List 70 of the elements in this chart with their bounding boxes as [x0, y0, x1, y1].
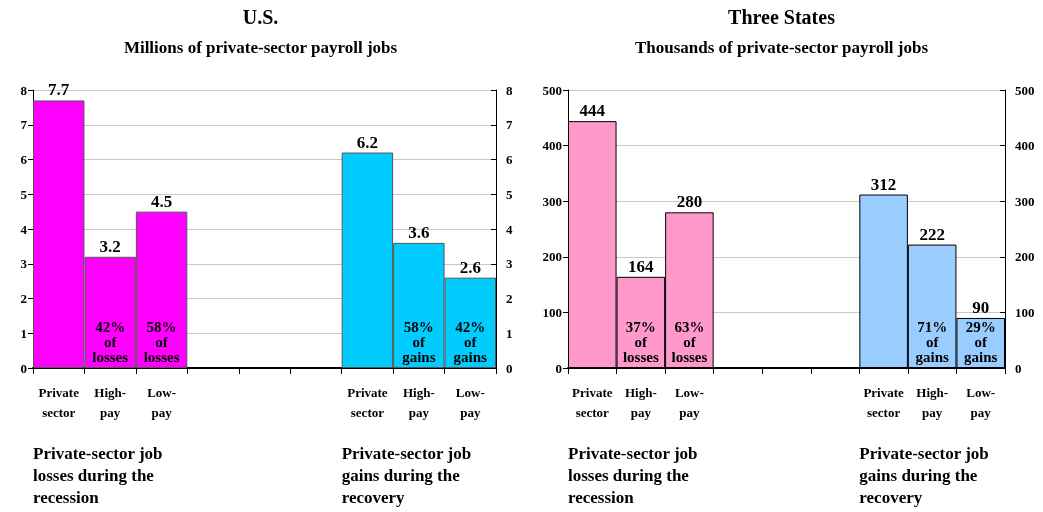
x-tick-label: Low-pay [147, 384, 177, 420]
y-tick-label: 4 [20, 221, 28, 237]
y2-tick-label: 100 [1015, 304, 1035, 320]
annotation: 42% of losses [92, 318, 129, 365]
data-label: 444 [579, 101, 606, 121]
text: Private-sector job gains during the recovery [341, 443, 476, 507]
y2-tick-label: 1 [506, 325, 513, 341]
data-label: 280 [676, 192, 703, 212]
x-tick-label: High-pay [402, 384, 435, 420]
x-tick-label: Private sector [38, 384, 80, 420]
x-tick-label: Low-pay [455, 384, 485, 420]
x-tick-label: High-pay [916, 384, 949, 420]
annotation: 42% of gains [453, 318, 488, 365]
y2-tick-label: 5 [506, 186, 513, 202]
chart-subtitle: Millions of private-sector payroll jobs [123, 38, 398, 57]
y2-tick-label: 0 [1015, 360, 1022, 376]
y-tick-label: 0 [20, 360, 27, 376]
x-tick-label: Low-pay [674, 384, 704, 420]
y2-tick-label: 2 [506, 291, 513, 306]
data-label: 312 [870, 174, 897, 194]
chart-title: Three States [728, 6, 836, 28]
y2-tick-label: 0 [506, 360, 513, 376]
y2-tick-label: 4 [506, 221, 513, 237]
data-label: 3.2 [99, 236, 121, 256]
x-tick-label: Private sector [572, 384, 613, 420]
data-label: 3.6 [408, 222, 430, 242]
data-label: 164 [628, 256, 655, 276]
data-label: 2.6 [459, 257, 481, 277]
annotation: 58% of losses [143, 318, 180, 365]
y-tick-label: 100 [542, 304, 562, 320]
y-tick-label: 3 [20, 256, 28, 272]
y-tick-label: 500 [542, 82, 562, 98]
x-tick-label: Low-pay [966, 384, 996, 420]
annotation: 58% of gains [402, 318, 436, 365]
y-tick-label: 400 [542, 138, 562, 154]
y2-tick-label: 7 [506, 117, 513, 133]
text: Private-sector job losses during the recession [568, 443, 702, 507]
x-tick-label: High-pay [624, 384, 657, 420]
y-tick-label: 5 [20, 186, 28, 202]
y-tick-label: 2 [20, 291, 27, 306]
annotation: 71% of gains [915, 318, 949, 365]
annotation: 63% of losses [671, 318, 708, 365]
y2-tick-label: 200 [1015, 249, 1035, 265]
x-tick-label: Private sector [863, 384, 905, 420]
y-tick-label: 7 [20, 117, 28, 133]
text: Private-sector job losses during the recession [33, 443, 167, 507]
data-label: 4.5 [150, 191, 173, 211]
y-tick-label: 6 [20, 152, 28, 167]
data-label: 222 [919, 224, 945, 244]
y2-tick-label: 8 [506, 82, 513, 98]
y2-tick-label: 300 [1015, 193, 1035, 209]
x-tick-label: High-pay [94, 384, 127, 420]
annotation: 29% of gains [964, 318, 998, 365]
x-tick-label: Private sector [347, 384, 388, 420]
chart-subtitle: Thousands of private-sector payroll jobs [634, 38, 929, 57]
y-tick-label: 8 [20, 82, 28, 98]
data-label: 90 [972, 297, 990, 317]
chart-title: U.S. [242, 6, 279, 28]
y-tick-label: 1 [20, 325, 27, 341]
y-tick-label: 300 [542, 193, 562, 209]
y2-tick-label: 6 [506, 152, 513, 167]
annotation: 37% of losses [622, 318, 659, 365]
text: Private-sector job gains during the recovery [859, 443, 994, 507]
y2-tick-label: 500 [1015, 82, 1035, 98]
y-tick-label: 200 [542, 249, 562, 265]
data-label: 6.2 [356, 132, 379, 152]
y-tick-label: 0 [555, 360, 562, 376]
y2-tick-label: 3 [506, 256, 513, 272]
y2-tick-label: 400 [1015, 138, 1035, 154]
data-label: 7.7 [48, 80, 70, 100]
